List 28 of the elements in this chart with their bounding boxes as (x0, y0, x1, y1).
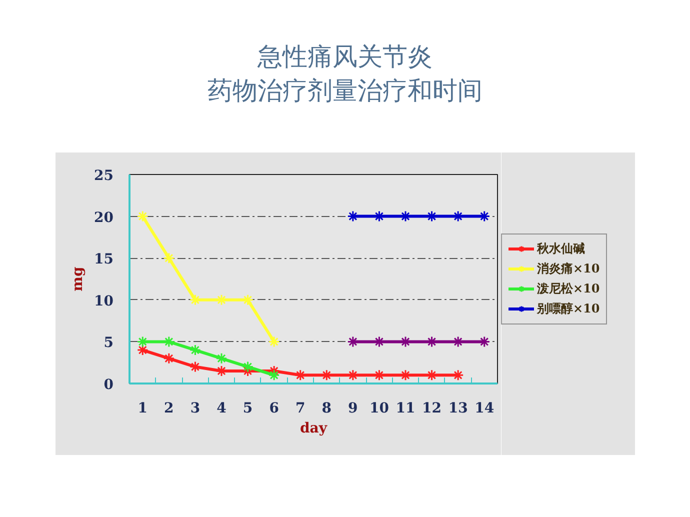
y-tick-label: 10 (94, 293, 114, 310)
x-tick-label: 9 (348, 400, 358, 416)
x-tick-label: 14 (474, 400, 494, 416)
y-tick-label: 25 (94, 168, 114, 184)
x-tick-label: 10 (369, 400, 390, 416)
x-tick-label: 3 (190, 400, 200, 416)
y-tick-label: 0 (104, 377, 114, 393)
chart-title: 急性痛风关节炎 (256, 41, 434, 73)
x-tick-label: 6 (269, 400, 279, 416)
y-axis-title: mg (70, 266, 86, 292)
chart-subtitle: 药物治疗剂量治疗和时间 (206, 75, 484, 107)
x-tick-label: 12 (422, 400, 442, 416)
y-tick-label: 15 (94, 252, 114, 268)
x-tick-label: 11 (396, 400, 416, 416)
y-tick-label: 5 (104, 335, 114, 352)
y-tick-label: 20 (94, 210, 114, 226)
x-tick-label: 1 (138, 400, 148, 416)
x-tick-label: 8 (322, 400, 332, 416)
x-tick-label: 7 (295, 400, 306, 416)
x-axis-title: day (300, 420, 328, 436)
legend-label: 秋水仙碱 (537, 240, 585, 257)
x-tick-label: 4 (216, 400, 227, 416)
legend-label: 消炎痛×10 (537, 260, 600, 277)
legend-label: 泼尼松×10 (537, 280, 600, 297)
legend-label: 别嘌醇×10 (537, 300, 600, 317)
x-tick-label: 13 (448, 400, 468, 416)
x-tick-label: 2 (164, 400, 174, 416)
x-tick-label: 5 (242, 400, 253, 416)
